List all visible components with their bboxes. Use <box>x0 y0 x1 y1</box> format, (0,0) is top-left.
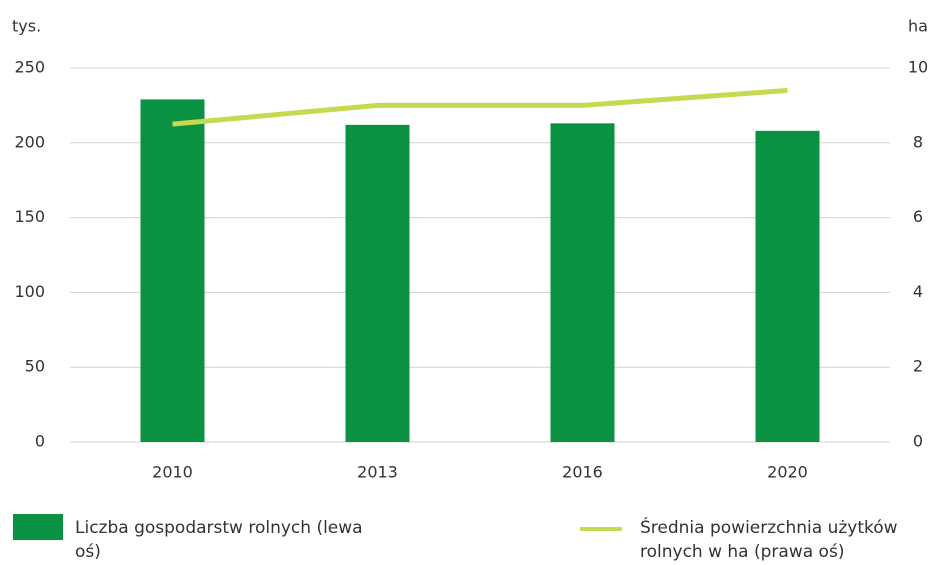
y-tick-label: 200 <box>14 132 45 151</box>
y2-tick-label: 6 <box>913 207 923 226</box>
line <box>172 87 788 127</box>
y2-axis-label: ha <box>908 17 928 36</box>
x-tick-label: 2016 <box>562 463 603 482</box>
y2-tick-label: 10 <box>908 58 928 77</box>
y2-tick-label: 0 <box>913 432 923 451</box>
bar <box>550 123 615 443</box>
x-tick-label: 2020 <box>767 463 808 482</box>
bar <box>140 99 205 442</box>
y2-tick-label: 8 <box>913 132 923 151</box>
y2-tick-label: 2 <box>913 357 923 376</box>
y-tick-label: 0 <box>35 432 45 451</box>
bar <box>345 124 410 443</box>
y-tick-label: 150 <box>14 207 45 226</box>
y-axis-label: tys. <box>12 17 41 36</box>
legend-swatch <box>580 527 622 531</box>
chart: tys. ha 0 50 100 150 200 250 0 2 4 6 8 10 2010 2013 20… <box>12 17 928 482</box>
x-tick-label: 2010 <box>152 463 193 482</box>
x-tick-label: 2013 <box>357 463 398 482</box>
bar <box>755 130 820 442</box>
legend-label: Liczba gospodarstw rolnych (lewa oś) <box>75 518 363 562</box>
y-tick-label: 250 <box>14 58 45 77</box>
legend-label: Średnia powierzchnia użytków rolnych w h… <box>640 518 898 562</box>
legend-swatch <box>13 514 63 540</box>
y2-tick-label: 4 <box>913 282 923 301</box>
y-tick-label: 100 <box>14 282 45 301</box>
y-tick-label: 50 <box>25 357 45 376</box>
